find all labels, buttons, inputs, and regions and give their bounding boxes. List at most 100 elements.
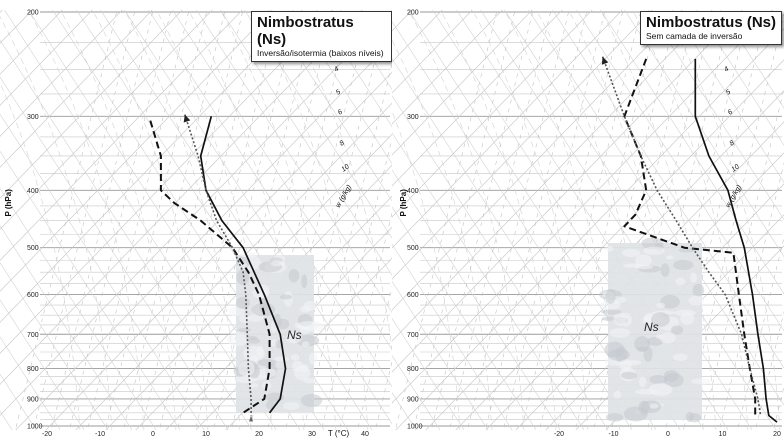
moist-adiabat [535, 10, 653, 430]
cloud-texture-blob [692, 283, 705, 297]
data-point [242, 271, 244, 273]
mixing-ratio-line [467, 10, 570, 430]
mixing-ratio-label: w (g/kg) [335, 184, 354, 209]
dry-adiabat [392, 280, 489, 430]
x-axis-label: T (°C) [328, 429, 350, 438]
mixing-ratio-line [395, 10, 498, 430]
cloud-texture-blob [663, 369, 679, 382]
data-point [221, 220, 223, 222]
pressure-tick-label: 1000 [407, 424, 423, 431]
isotherm-line [0, 10, 3, 13]
cloud-texture-blob [646, 336, 664, 347]
panel-subtitle: Sem camada de inversão [646, 31, 743, 41]
cloud-texture-blob [282, 401, 300, 410]
cloud-texture-blob [660, 294, 680, 309]
cloud-texture-blob [236, 269, 250, 285]
cloud-texture-blob [301, 341, 310, 348]
moist-adiabat [219, 10, 337, 430]
isotherm-line [392, 10, 593, 218]
data-point [264, 294, 266, 296]
isotherm-line [135, 164, 392, 430]
data-point [752, 294, 754, 296]
isotherm-line [0, 10, 183, 199]
pressure-tick-label: 500 [27, 245, 39, 252]
cloud-texture-blob [648, 383, 673, 396]
cloud-texture-blob [297, 320, 319, 331]
cloud-texture-blob [607, 348, 630, 361]
moist-adiabat [392, 39, 493, 430]
dry-adiabat [392, 169, 561, 430]
temperature-curve [199, 116, 287, 414]
data-point [160, 155, 162, 157]
isotherm-line [0, 10, 392, 416]
cloud-image [236, 255, 314, 412]
moist-adiabat [567, 10, 685, 430]
data-point [211, 115, 213, 117]
isotherm-line [0, 10, 273, 292]
temperature-tick-label: 10 [202, 431, 210, 438]
pressure-tick-label: 700 [407, 332, 419, 339]
data-point [694, 58, 696, 60]
pressure-tick-label: 800 [407, 366, 419, 373]
isotherm-line [0, 10, 93, 106]
data-point [724, 294, 726, 296]
data-point [738, 294, 740, 296]
dewpoint-curve [149, 120, 271, 414]
isotherm-line [75, 102, 392, 430]
data-point [279, 333, 281, 335]
data-point [684, 247, 686, 249]
mixing-ratio-tick-label: 4 [723, 66, 730, 74]
y-axis-label: P (hPa) [4, 189, 13, 217]
data-point [285, 368, 287, 370]
panel-subtitle: Inversão/isotermia (baixos níveis) [257, 48, 384, 58]
mixing-ratio-line [485, 10, 588, 430]
isotherm-line [15, 40, 392, 430]
isotherm-line [0, 10, 213, 230]
isotherm-line [392, 10, 743, 373]
temperature-tick-label: 40 [361, 431, 369, 438]
mixing-ratio-line [737, 236, 784, 430]
pressure-tick-label: 400 [27, 188, 39, 195]
cloud-texture-blob [286, 332, 302, 344]
data-point [248, 271, 250, 273]
cloud-texture-blob [678, 247, 695, 253]
isotherm-line [455, 90, 784, 430]
dry-adiabat [392, 429, 393, 430]
mixing-ratio-line [15, 10, 118, 430]
cloud-texture-blob [290, 354, 300, 361]
isotherm-line [392, 10, 623, 249]
cloud-texture-blob [634, 254, 652, 267]
cloud-texture-blob [619, 358, 632, 371]
isotherm-line [0, 10, 153, 168]
mixing-ratio-tick-label: 8 [339, 140, 346, 148]
skewt-panel-right: 200 300 400 500 600 700 800 900 1000 P (hPa) -20 -1… [392, 0, 784, 445]
dry-adiabat [220, 10, 392, 276]
data-point [150, 120, 152, 122]
dry-adiabat [552, 10, 784, 369]
dry-adiabat [0, 39, 253, 430]
moist-adiabat [155, 10, 273, 430]
isotherm-line [392, 10, 473, 94]
dry-adiabat [172, 10, 392, 350]
isotherm-line [485, 121, 784, 430]
mixing-ratio-line [755, 310, 784, 430]
dry-adiabat [720, 10, 784, 109]
dry-adiabat [600, 10, 784, 295]
mixing-ratio-line [159, 10, 262, 430]
mixing-ratio-line [357, 286, 392, 430]
data-point [624, 225, 626, 227]
mixing-ratio-tick-label: 5 [335, 89, 342, 97]
mixing-ratio-tick-label: 6 [337, 109, 344, 117]
cloud-texture-blob [256, 367, 277, 378]
pressure-tick-label: 1000 [27, 424, 43, 431]
cloud-label: Ns [287, 328, 302, 342]
cloud-texture-blob [300, 394, 323, 408]
cloud-texture-blob [256, 345, 264, 358]
mixing-ratio-line [123, 10, 226, 430]
cloud-texture-blob [245, 335, 258, 340]
dry-adiabat [392, 355, 441, 430]
mixing-ratio-tick-label: 10 [340, 163, 350, 173]
dry-adiabat [480, 10, 753, 430]
dry-adiabat [124, 10, 392, 425]
parcel-arrowhead [601, 56, 609, 65]
